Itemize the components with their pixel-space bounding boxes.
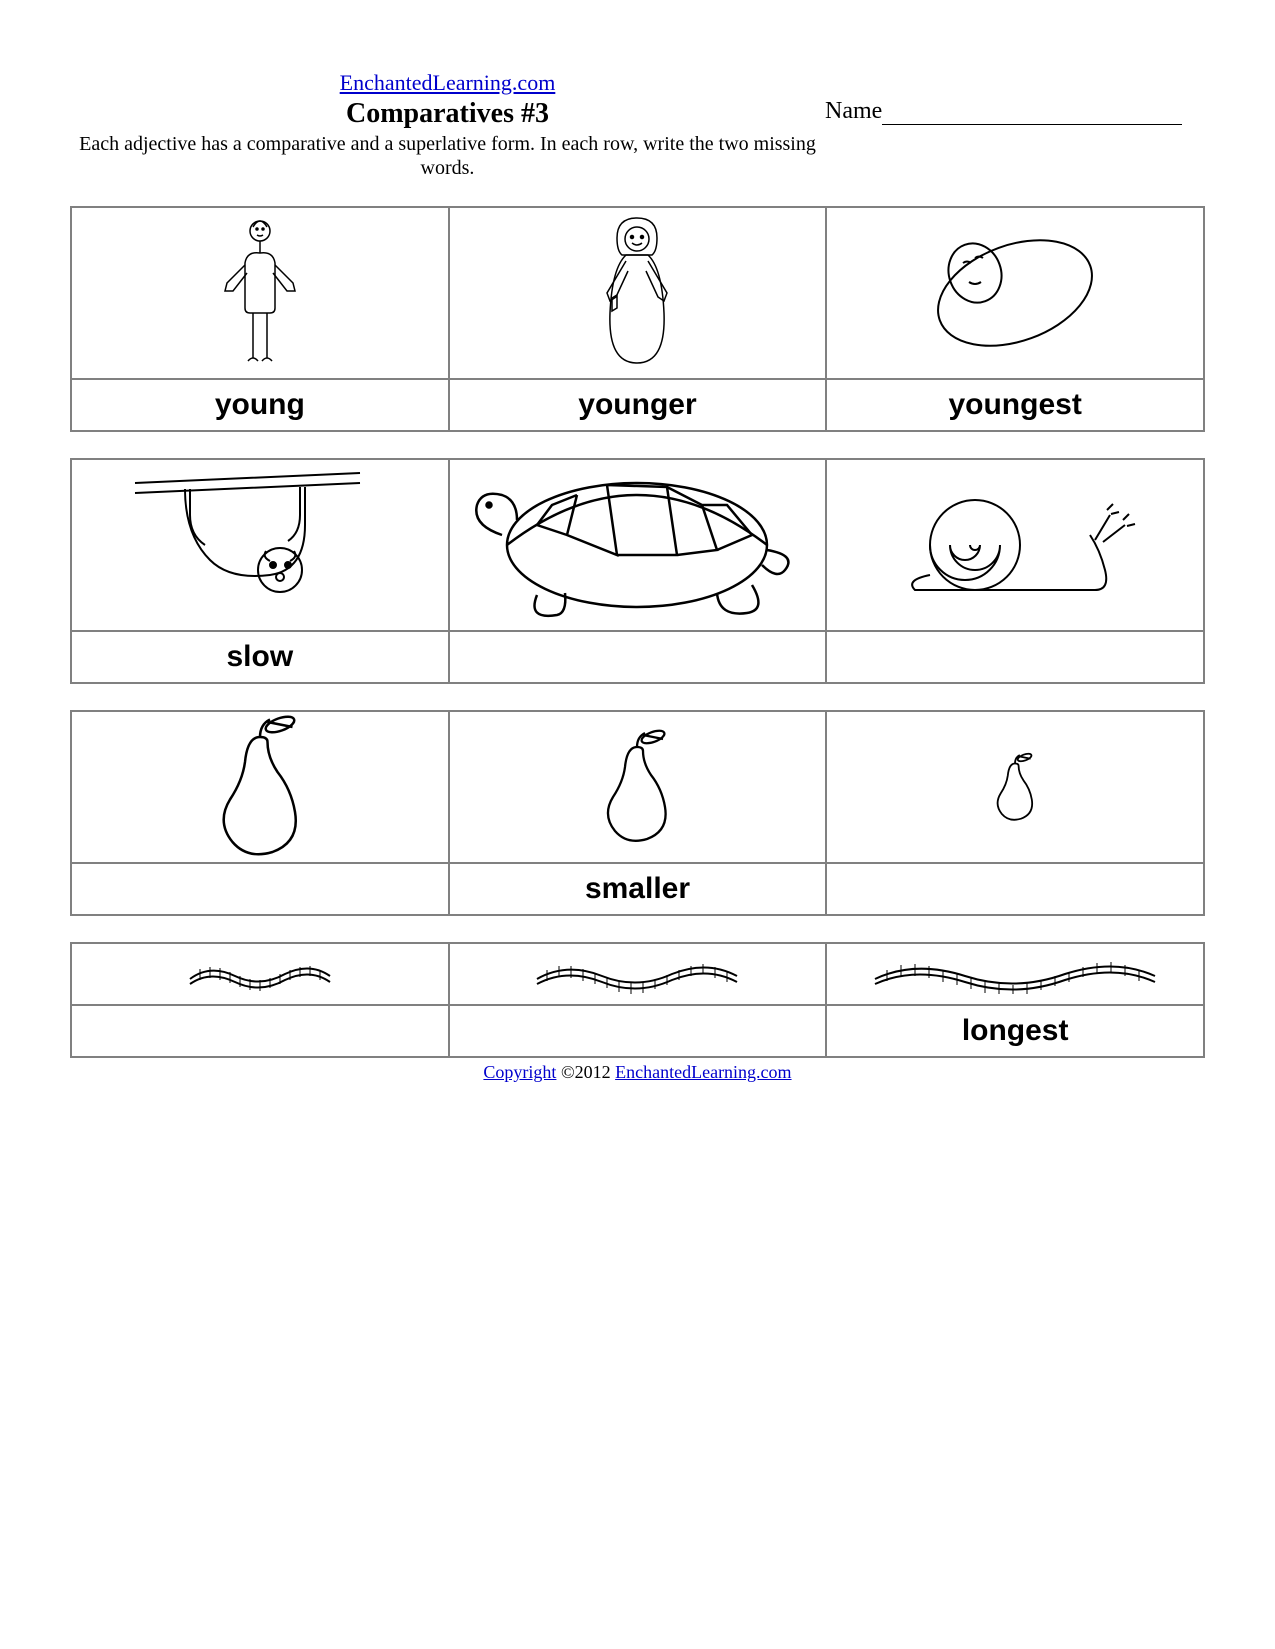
row-long: longest — [70, 942, 1205, 1058]
pear-large-icon — [195, 712, 325, 862]
word-cell[interactable] — [449, 631, 827, 683]
image-cell — [71, 943, 449, 1005]
row-table: longest — [70, 942, 1205, 1058]
name-field: Name — [825, 70, 1205, 125]
word-cell[interactable] — [71, 863, 449, 915]
word-cell[interactable]: longest — [826, 1005, 1204, 1057]
word-cell[interactable]: slow — [71, 631, 449, 683]
worksheet-instructions: Each adjective has a comparative and a s… — [70, 132, 825, 180]
site-link[interactable]: EnchantedLearning.com — [340, 70, 556, 95]
sloth-icon — [130, 465, 390, 625]
name-blank-line[interactable] — [882, 124, 1182, 125]
woman-icon — [215, 213, 305, 373]
word-cell[interactable] — [826, 863, 1204, 915]
turtle-icon — [467, 465, 807, 625]
copyright-text: ©2012 — [556, 1062, 615, 1082]
row-slow: slow — [70, 458, 1205, 684]
word-cell[interactable]: smaller — [449, 863, 827, 915]
pear-small-icon — [985, 750, 1045, 825]
word-cell[interactable] — [71, 1005, 449, 1057]
copyright-link[interactable]: Copyright — [483, 1062, 556, 1082]
header: EnchantedLearning.com Comparatives #3 Ea… — [70, 70, 1205, 180]
row-young: young younger youngest — [70, 206, 1205, 432]
image-cell — [449, 711, 827, 863]
word-cell[interactable]: youngest — [826, 379, 1204, 431]
footer-site-link[interactable]: EnchantedLearning.com — [615, 1062, 791, 1082]
image-cell — [71, 711, 449, 863]
baby-icon — [915, 228, 1115, 358]
image-cell — [449, 207, 827, 379]
image-cell — [826, 207, 1204, 379]
worm-long-icon — [865, 954, 1165, 994]
word-cell[interactable] — [826, 631, 1204, 683]
image-cell — [71, 207, 449, 379]
snail-icon — [885, 480, 1145, 610]
row-table: slow — [70, 458, 1205, 684]
worm-medium-icon — [527, 954, 747, 994]
word-cell[interactable] — [449, 1005, 827, 1057]
word-cell[interactable]: younger — [449, 379, 827, 431]
word-cell[interactable]: young — [71, 379, 449, 431]
image-cell — [826, 711, 1204, 863]
image-cell — [449, 943, 827, 1005]
image-cell — [71, 459, 449, 631]
header-left: EnchantedLearning.com Comparatives #3 Ea… — [70, 70, 825, 180]
row-table: smaller — [70, 710, 1205, 916]
girl-icon — [582, 213, 692, 373]
footer: Copyright ©2012 EnchantedLearning.com — [70, 1062, 1205, 1083]
image-cell — [826, 459, 1204, 631]
image-cell — [826, 943, 1204, 1005]
name-label: Name — [825, 98, 882, 124]
pear-medium-icon — [587, 727, 687, 847]
worksheet-title: Comparatives #3 — [70, 98, 825, 130]
worksheet-page: EnchantedLearning.com Comparatives #3 Ea… — [0, 0, 1275, 1649]
row-small: smaller — [70, 710, 1205, 916]
worm-short-icon — [180, 954, 340, 994]
image-cell — [449, 459, 827, 631]
row-table: young younger youngest — [70, 206, 1205, 432]
